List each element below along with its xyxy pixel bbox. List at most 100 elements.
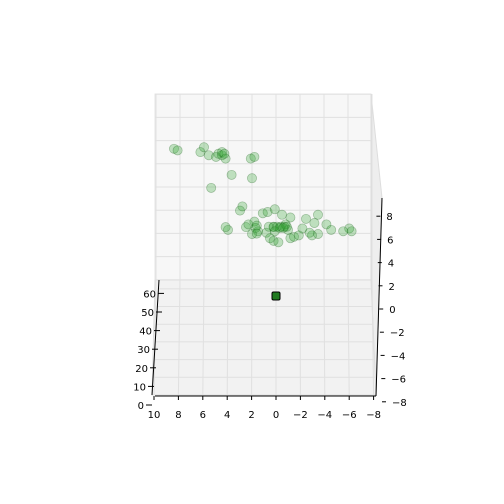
y-tick-label: 60 [143,289,156,300]
data-point [203,150,214,161]
y-tick-label: 40 [139,327,152,338]
data-point [289,231,299,242]
x-tick-label: −6 [342,410,357,421]
x-tick-label: 6 [200,410,206,421]
grid-line-floor-x [323,279,326,396]
data-point [278,222,289,233]
data-point [213,148,224,159]
x-tick-label: 10 [148,410,161,421]
x-tick-label: 8 [175,410,181,421]
z-tick-label: −8 [392,398,407,409]
data-point [262,207,273,217]
data-point [249,216,260,227]
data-point [249,151,260,162]
z-tick-label: −6 [391,375,406,386]
data-point [273,237,284,248]
data-point [199,142,209,153]
data-point [220,153,231,164]
data-point [265,233,275,244]
data-point [301,213,311,224]
y-axis-line [151,279,160,396]
y-tick-label: 10 [133,382,146,393]
data-point [223,224,233,235]
data-point [261,227,272,238]
z-tick-label: −4 [391,351,406,362]
x-tick-label: 4 [224,410,230,421]
highlight-point [271,291,281,301]
tick-labels: 10 8 6 4 2 0 −2 −4 −6 −80102030405060−8−6−4−20246… [133,212,406,421]
z-tick-label: −2 [390,328,405,339]
y-tick-label: 50 [141,308,154,319]
grid-line-floor-x [226,279,229,396]
data-point [235,205,245,216]
data-point [250,222,261,233]
data-point [217,147,227,158]
data-point [279,221,290,232]
data-point [321,219,332,230]
data-point [247,229,257,239]
data-point [195,147,206,158]
z-tick-label: 0 [389,305,395,316]
data-point [269,204,280,215]
z-tick-label: 6 [387,235,393,246]
data-point [268,221,279,232]
grid-line-floor-x [371,279,375,396]
data-point [293,230,304,241]
data-point [338,226,349,237]
data-point [206,182,217,193]
z-tick-label: 2 [389,282,395,293]
data-point [263,221,274,232]
x-tick-label: −2 [293,410,308,421]
data-point [272,221,283,232]
data-point [269,226,280,237]
data-point [297,223,308,234]
data-point [281,221,292,232]
data-point [280,219,291,230]
data-point [268,222,279,233]
data-point [326,224,337,235]
data-point [307,230,317,241]
data-point [226,169,237,180]
axes [151,197,383,397]
data-point [275,221,286,232]
z-tick-label: 4 [388,259,394,270]
data-point [344,223,355,234]
data-point [313,229,323,239]
y-tick-label: 20 [135,364,148,375]
data-point [346,226,357,237]
data-point [217,150,227,161]
data-point [243,219,254,230]
data-point [251,228,262,239]
z-axis-line [375,197,383,397]
grid-lines [152,93,376,396]
data-point [169,143,179,154]
data-point [285,233,296,244]
data-point [245,153,256,164]
data-points [169,142,357,301]
data-point [253,226,263,237]
data-point [304,227,315,238]
data-point [313,209,323,220]
data-point [237,201,248,212]
data-point [220,222,231,233]
x-tick-label: 0 [273,410,279,421]
data-point [257,208,268,219]
data-point [211,151,221,162]
data-point [247,173,257,184]
data-point [251,220,262,231]
x-tick-label: 2 [248,410,254,421]
data-point [172,145,183,156]
grid-line-floor-x [347,279,350,396]
y-tick-label: 30 [137,345,150,356]
data-point [268,235,279,246]
data-point [274,222,285,233]
data-point [309,218,320,228]
grid-line-floor-x [177,279,181,396]
grid-line-floor-x [202,279,205,396]
data-point [285,212,296,223]
z-tick-label: 8 [386,212,392,223]
x-tick-label: −4 [317,410,332,421]
data-point [277,209,287,220]
data-point [283,224,293,235]
x-tick-label: −8 [366,410,381,421]
